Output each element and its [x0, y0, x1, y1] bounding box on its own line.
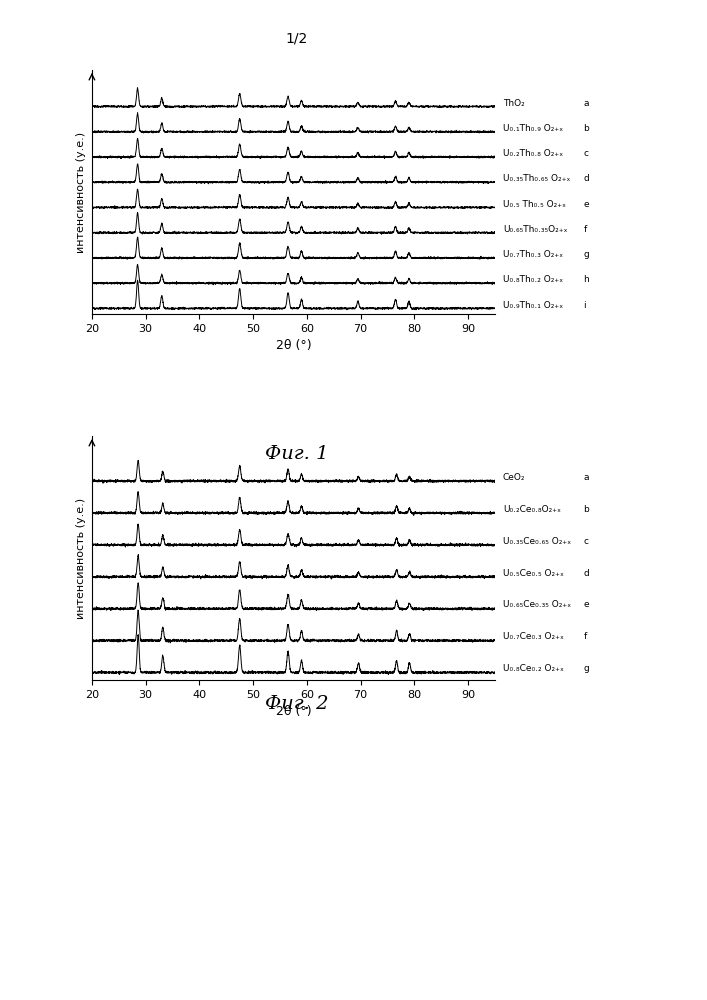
Text: a: a [583, 473, 589, 482]
Text: e: e [583, 200, 589, 209]
Text: U₀.₁Th₀.₉ O₂₊ₓ: U₀.₁Th₀.₉ O₂₊ₓ [503, 124, 563, 133]
Text: b: b [583, 505, 590, 514]
Text: U₀.₉Th₀.₁ O₂₊ₓ: U₀.₉Th₀.₁ O₂₊ₓ [503, 301, 563, 310]
Text: c: c [583, 537, 588, 546]
Text: U₀.₈Ce₀.₂ O₂₊ₓ: U₀.₈Ce₀.₂ O₂₊ₓ [503, 664, 564, 673]
Text: ThO₂: ThO₂ [503, 99, 525, 108]
Text: e: e [583, 600, 589, 609]
Text: U₀.₂Ce₀.₈O₂₊ₓ: U₀.₂Ce₀.₈O₂₊ₓ [503, 505, 561, 514]
Text: U₀.₃₅Th₀.₆₅ O₂₊ₓ: U₀.₃₅Th₀.₆₅ O₂₊ₓ [503, 174, 571, 183]
Text: U₀.₂Th₀.₈ O₂₊ₓ: U₀.₂Th₀.₈ O₂₊ₓ [503, 149, 563, 158]
Text: c: c [583, 149, 588, 158]
Text: b: b [583, 124, 590, 133]
Text: 1/2: 1/2 [286, 32, 308, 46]
Text: a: a [583, 99, 589, 108]
Text: U₀.₅Ce₀.₅ O₂₊ₓ: U₀.₅Ce₀.₅ O₂₊ₓ [503, 569, 564, 578]
Text: U₀.₈Th₀.₂ O₂₊ₓ: U₀.₈Th₀.₂ O₂₊ₓ [503, 275, 563, 284]
Text: U₀.₇Ce₀.₃ O₂₊ₓ: U₀.₇Ce₀.₃ O₂₊ₓ [503, 632, 564, 641]
Text: i: i [583, 301, 586, 310]
Text: g: g [583, 250, 590, 259]
Y-axis label: интенсивность (у.е.): интенсивность (у.е.) [76, 131, 86, 253]
Text: U₀.₅ Th₀.₅ O₂₊ₓ: U₀.₅ Th₀.₅ O₂₊ₓ [503, 200, 566, 209]
Text: h: h [583, 275, 590, 284]
Text: Фиг. 2: Фиг. 2 [265, 695, 329, 713]
Text: Фиг. 1: Фиг. 1 [265, 445, 329, 463]
Text: CeO₂: CeO₂ [503, 473, 525, 482]
Text: U₀.₆₅Ce₀.₃₅ O₂₊ₓ: U₀.₆₅Ce₀.₃₅ O₂₊ₓ [503, 600, 571, 609]
Text: d: d [583, 569, 590, 578]
Text: U₀.₆₅Th₀.₃₅O₂₊ₓ: U₀.₆₅Th₀.₃₅O₂₊ₓ [503, 225, 568, 234]
Text: U₀.₇Th₀.₃ O₂₊ₓ: U₀.₇Th₀.₃ O₂₊ₓ [503, 250, 563, 259]
Text: f: f [583, 225, 587, 234]
X-axis label: 2θ (°): 2θ (°) [276, 339, 311, 352]
Y-axis label: интенсивность (у.е.): интенсивность (у.е.) [76, 497, 86, 619]
Text: U₀.₃₅Ce₀.₆₅ O₂₊ₓ: U₀.₃₅Ce₀.₆₅ O₂₊ₓ [503, 537, 571, 546]
Text: f: f [583, 632, 587, 641]
X-axis label: 2θ (°): 2θ (°) [276, 705, 311, 718]
Text: g: g [583, 664, 590, 673]
Text: d: d [583, 174, 590, 183]
